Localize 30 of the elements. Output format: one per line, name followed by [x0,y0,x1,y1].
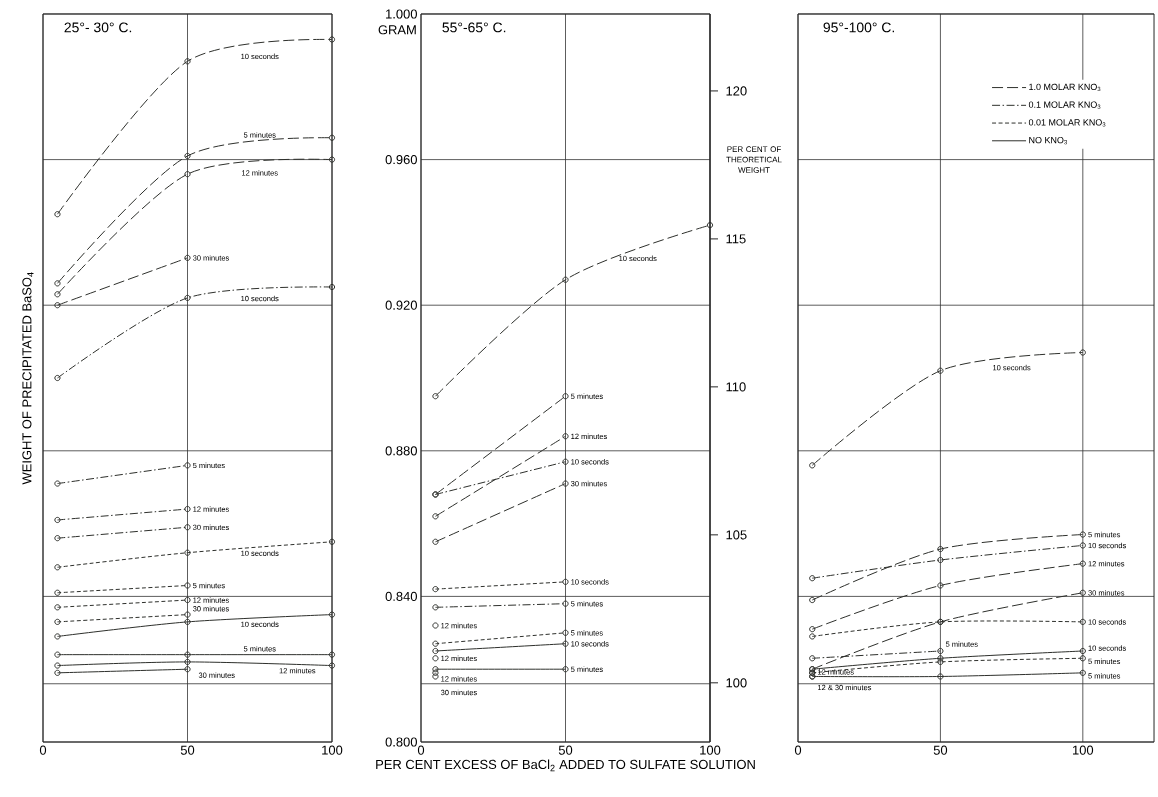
y-tick-label: 0.880 [385,446,417,456]
x-axis-title: PER CENT EXCESS OF BaCl$_{2}$ ADDED TO SULFATE SOLUTION [376,759,755,772]
text: GRAM [378,25,416,35]
x-tick-label: 50 [180,745,195,755]
y2-tick-label: 100 [726,678,747,688]
x-tick-label: 100 [322,745,343,755]
x-tick-label: 0 [417,745,425,755]
chart-title: 55°-65° C. [442,22,506,33]
x-tick-label: 50 [558,745,573,755]
y-tick-label: 1.000 [386,9,417,19]
y2-tick-label: 115 [726,234,746,244]
y2-tick-label: 105 [726,530,747,540]
x-tick-label: 0 [794,745,802,755]
x-tick-label: 100 [700,745,721,755]
chart-title: 25°- 30° C. [64,22,132,33]
legend-label: NO KNO$_{3}$ [1029,136,1067,145]
legend-label: 0.01 MOLAR KNO$_{3}$ [1028,119,1106,127]
legend-label: 0.1 MOLAR KNO$_{3}$ [1028,101,1101,109]
y-tick-label: 0.800 [385,737,417,747]
x-tick-label: 100 [1072,745,1094,755]
y-tick-label: 0.920 [385,300,417,310]
x-tick-label: 0 [39,745,47,755]
y2-tick-label: 110 [726,382,746,392]
y2-tick-label: 120 [726,86,747,96]
y-tick-label: 0.840 [385,591,417,601]
x-tick-label: 50 [933,745,948,755]
y-tick-label: 0.960 [385,155,417,165]
y-axis-title: WEIGHT OF PRECIPITATED BaSO$_{4}$ [22,272,34,485]
chart-title: 95°-100° C. [823,22,895,33]
legend-label: 1.0 MOLAR KNO$_{3}$ [1029,83,1101,92]
